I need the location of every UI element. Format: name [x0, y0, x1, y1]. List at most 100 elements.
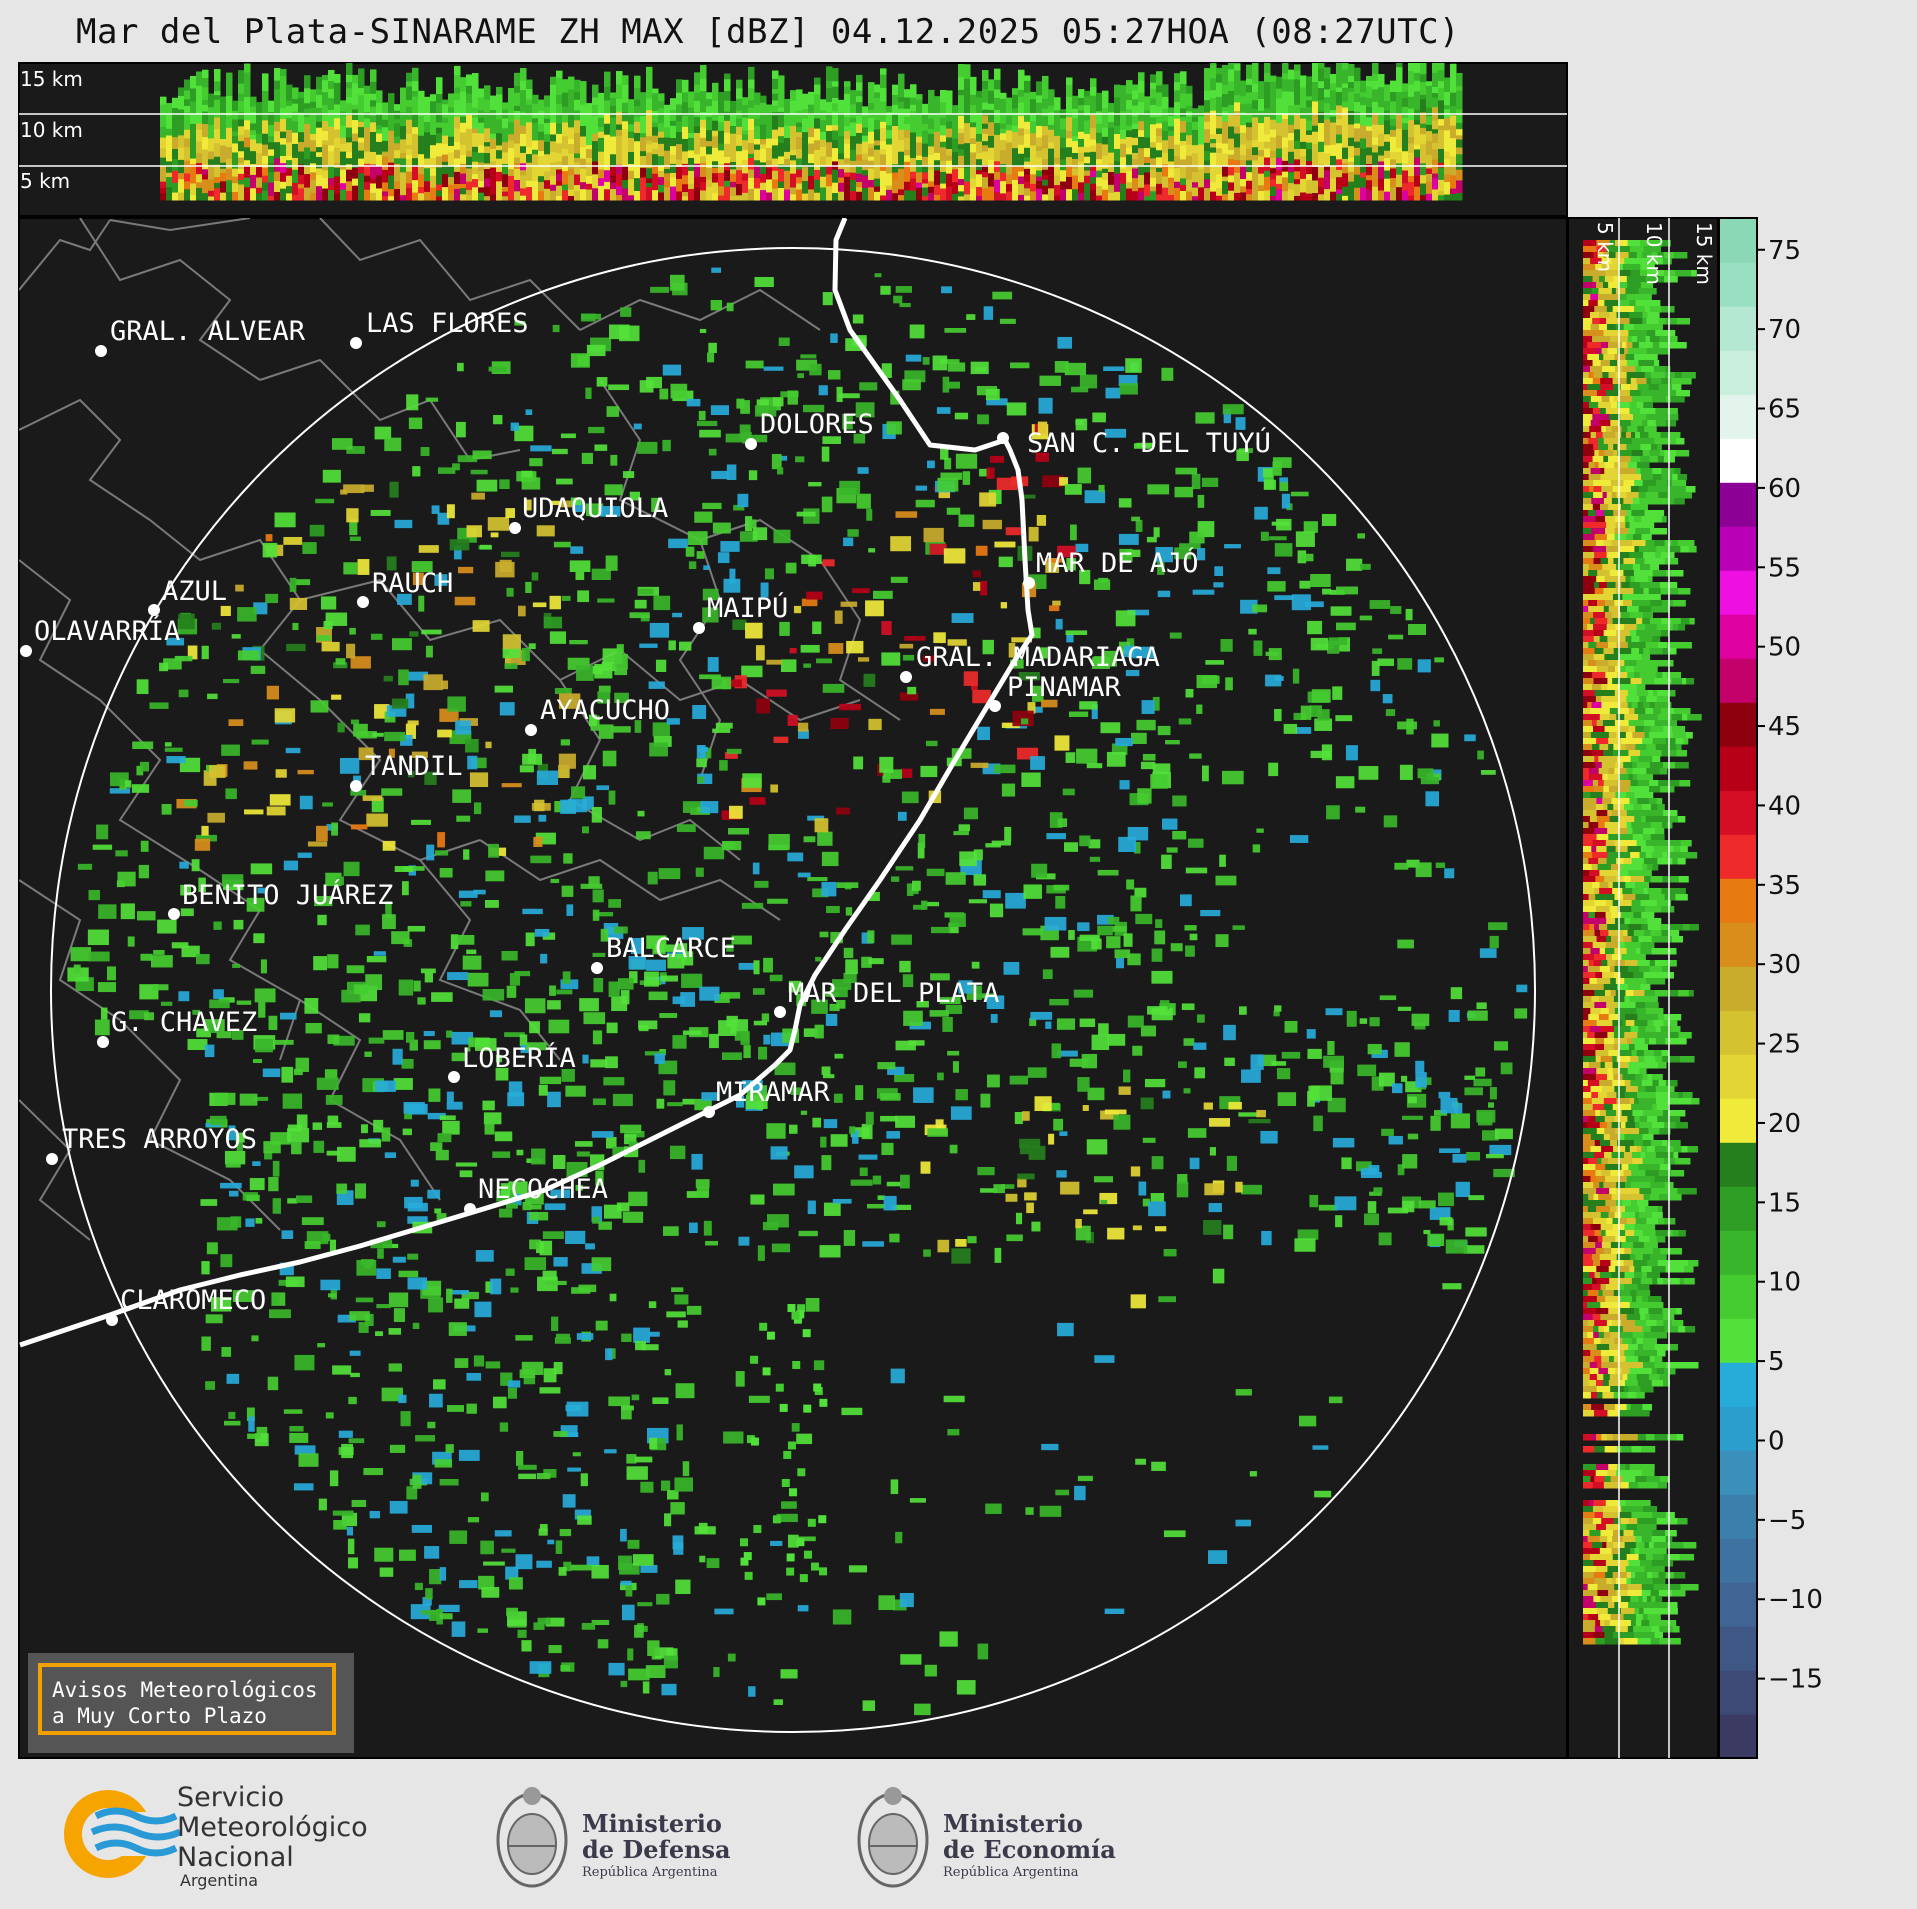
- colorbar-segment: [1719, 526, 1757, 571]
- top-label-5km: 5 km: [20, 169, 70, 193]
- colorbar-segment: [1719, 1406, 1757, 1451]
- city-label: OLAVARRÍA: [34, 615, 180, 647]
- colorbar-tick-label: 10: [1768, 1268, 1801, 1298]
- colorbar-tick-label: 75: [1768, 236, 1801, 266]
- colorbar-tick-label: 30: [1768, 950, 1801, 980]
- city-label: TANDIL: [365, 751, 463, 782]
- economia-line-3: República Argentina: [943, 1865, 1079, 1880]
- city-label: SAN C. DEL TUYÚ: [1027, 427, 1271, 459]
- smn-country: Argentina: [180, 1871, 258, 1890]
- city-dot: [693, 622, 705, 634]
- banner-line-1: Avisos Meteorológicos: [52, 1678, 318, 1702]
- economia-line-1: Ministerio: [943, 1809, 1083, 1838]
- colorbar-segment: [1719, 1494, 1757, 1539]
- city-dot: [703, 1106, 715, 1118]
- city-label: GRAL. ALVEAR: [110, 316, 306, 347]
- colorbar: [1719, 218, 1757, 1759]
- colorbar-segment: [1719, 1538, 1757, 1583]
- warning-banner-box: Avisos Meteorológicos a Muy Corto Plazo: [38, 1663, 336, 1735]
- city-dot: [106, 1314, 118, 1326]
- city-dot: [1023, 577, 1035, 589]
- city-dot: [774, 1006, 786, 1018]
- colorbar-segment: [1719, 1670, 1757, 1715]
- city-label: NECOCHEA: [478, 1174, 608, 1205]
- city-dot: [448, 1071, 460, 1083]
- colorbar-segment: [1719, 218, 1757, 263]
- city-label: TRES ARROYOS: [62, 1124, 257, 1155]
- city-label: DOLORES: [760, 409, 874, 440]
- radar-range-ring: [50, 247, 1536, 1733]
- colorbar-tick-label: 5: [1768, 1347, 1785, 1377]
- colorbar-tick-label: 25: [1768, 1030, 1801, 1060]
- side-label-15km: 15 km: [1692, 222, 1716, 285]
- colorbar-tick-label: 35: [1768, 871, 1801, 901]
- smn-name-2: Meteorológico: [177, 1812, 368, 1843]
- economia-line-2: de Economía: [943, 1835, 1116, 1864]
- colorbar-segment: [1719, 922, 1757, 967]
- city-label: MIRAMAR: [716, 1077, 831, 1108]
- colorbar-segment: [1719, 878, 1757, 923]
- city-label: G. CHAVEZ: [111, 1007, 257, 1038]
- defensa-line-1: Ministerio: [582, 1809, 722, 1838]
- colorbar-segment: [1719, 570, 1757, 615]
- colorbar-segment: [1719, 746, 1757, 791]
- colorbar-tick-label: 70: [1768, 315, 1801, 345]
- city-label: CLAROMECO: [120, 1285, 266, 1316]
- city-dot: [148, 604, 160, 616]
- side-label-5km: 5 km: [1593, 222, 1617, 272]
- city-dot: [997, 432, 1009, 444]
- city-dot: [168, 908, 180, 920]
- city-dot: [591, 962, 603, 974]
- top-label-15km: 15 km: [20, 67, 83, 91]
- city-label: GRAL. MADARIAGA: [916, 642, 1160, 673]
- colorbar-segment: [1719, 306, 1757, 351]
- warning-banner: Avisos Meteorológicos a Muy Corto Plazo: [28, 1653, 354, 1753]
- colorbar-segment: [1719, 1714, 1757, 1759]
- colorbar-segment: [1719, 966, 1757, 1011]
- colorbar-tick-label: −15: [1768, 1665, 1823, 1695]
- colorbar-tick-label: 40: [1768, 791, 1801, 821]
- city-label: PINAMAR: [1007, 672, 1122, 703]
- city-dot: [509, 522, 521, 534]
- city-label: AYACUCHO: [540, 695, 670, 726]
- colorbar-segment: [1719, 790, 1757, 835]
- radar-echoes: [67, 267, 1528, 1716]
- city-dot: [464, 1203, 476, 1215]
- colorbar-segment: [1719, 614, 1757, 659]
- colorbar-tick-label: −10: [1768, 1585, 1823, 1615]
- banner-line-2: a Muy Corto Plazo: [52, 1704, 267, 1728]
- city-label: BENITO JUÁREZ: [182, 879, 393, 911]
- colorbar-segment: [1719, 482, 1757, 527]
- city-dot: [20, 645, 32, 657]
- colorbar-segment: [1719, 1186, 1757, 1231]
- colorbar-tick-label: 65: [1768, 395, 1801, 425]
- colorbar-segment: [1719, 1626, 1757, 1671]
- colorbar-tick-label: 50: [1768, 633, 1801, 663]
- colorbar-tick-label: 15: [1768, 1188, 1801, 1218]
- city-dot: [745, 438, 757, 450]
- city-label: LAS FLORES: [366, 308, 529, 339]
- colorbar-segment: [1719, 1230, 1757, 1275]
- colorbar-segment: [1719, 1010, 1757, 1055]
- defensa-logo: Ministerio de Defensa República Argentin…: [496, 1787, 731, 1888]
- chart-title: Mar del Plata-SINARAME ZH MAX [dBZ] 04.1…: [76, 12, 1461, 52]
- city-label: MAR DE AJÓ: [1036, 547, 1199, 579]
- smn-name-3: Nacional: [177, 1842, 294, 1873]
- city-label: MAR DEL PLATA: [788, 978, 999, 1009]
- city-dot: [900, 671, 912, 683]
- colorbar-segment: [1719, 1054, 1757, 1099]
- city-label: BALCARCE: [606, 933, 736, 964]
- top-label-10km: 10 km: [20, 118, 83, 142]
- city-dot: [350, 780, 362, 792]
- economia-coat-of-arms-icon: [857, 1787, 929, 1888]
- city-markers: GRAL. ALVEAR LAS FLORES DOLORES SAN C. DEL …: [20, 308, 1271, 1326]
- side-label-10km: 10 km: [1642, 222, 1666, 285]
- city-label: MAIPÚ: [707, 592, 788, 624]
- city-label: LOBERÍA: [462, 1042, 576, 1074]
- colorbar-segment: [1719, 658, 1757, 703]
- city-dot: [989, 700, 1001, 712]
- city-label: UDAQUIOLA: [522, 493, 668, 524]
- colorbar-frame: [1718, 217, 1758, 1759]
